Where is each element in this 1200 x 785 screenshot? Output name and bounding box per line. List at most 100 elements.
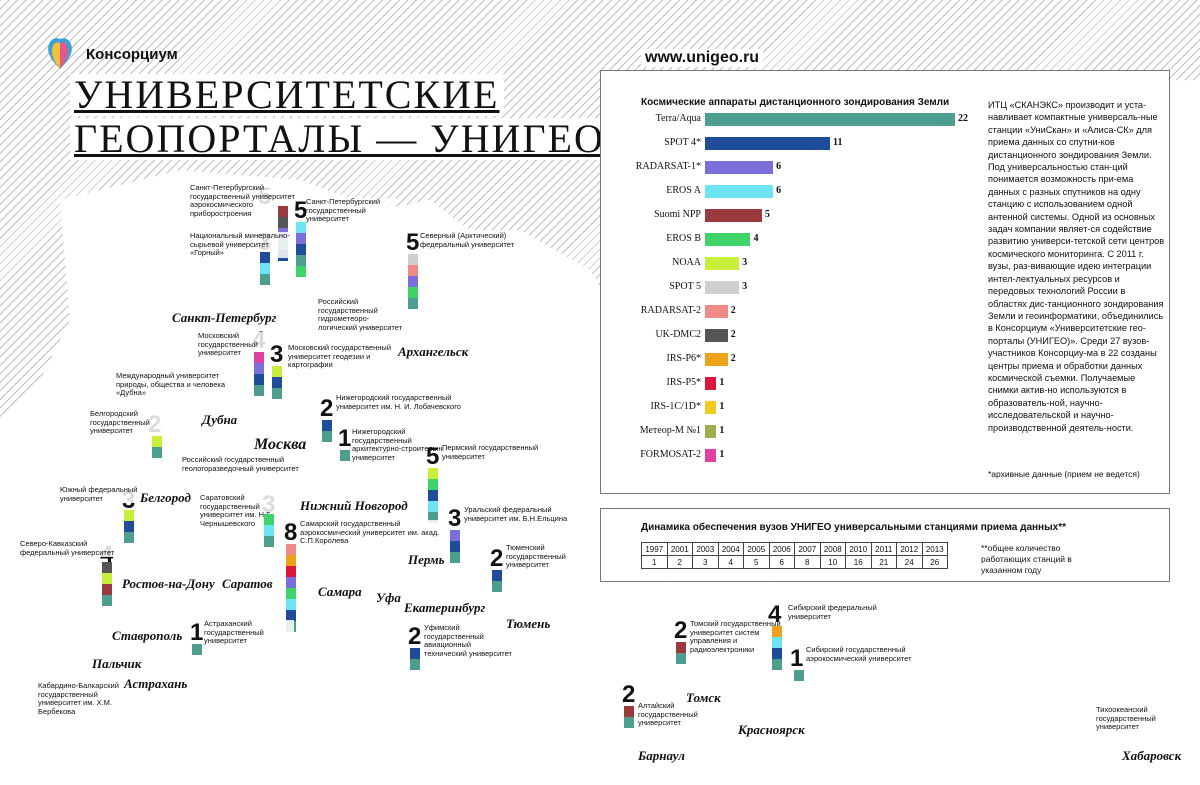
bar	[705, 209, 762, 222]
satellite-stack	[296, 222, 306, 277]
station-count: 1	[790, 645, 804, 672]
bar-label: EROS A	[666, 185, 701, 196]
satellite-swatch	[296, 222, 306, 233]
chart-title: Космические аппараты дистанционного зонд…	[641, 97, 950, 108]
dynamics-note: **общее количество работающих станций в …	[981, 543, 1072, 575]
satellite-swatch	[296, 266, 306, 277]
satellite-stack	[322, 420, 332, 442]
satellite-swatch	[408, 276, 418, 287]
city-label: Ростов-на-Дону	[122, 576, 215, 592]
satellite-swatch	[286, 566, 296, 577]
dynamics-table: 1997 2001 2003 2004 2005 2006 2007 2008 2010 2011…	[641, 542, 948, 569]
bar-value-label: 2	[730, 329, 736, 340]
university-label: Белгородский государственный университет	[90, 409, 180, 436]
satellite-swatch	[286, 588, 296, 599]
satellite-stack	[676, 642, 686, 664]
station-count: 2	[320, 395, 334, 422]
year-cell: 2013	[921, 542, 948, 556]
satellite-swatch	[102, 595, 112, 606]
satellite-swatch	[254, 352, 264, 363]
station-count: 1	[338, 425, 352, 452]
university-label: Алтайский государственный университет	[638, 701, 728, 728]
satellite-stack	[450, 530, 460, 563]
consortium-logo-icon	[48, 38, 72, 69]
satellite-stack	[794, 670, 804, 681]
bar-label: SPOT 4*	[664, 137, 701, 148]
university-label: Самарский государственный аэрокосмически…	[300, 519, 440, 546]
satellite-swatch	[272, 366, 282, 377]
bar-value-label: 2	[730, 353, 736, 364]
station-count: 5	[294, 197, 308, 224]
bar	[705, 161, 774, 174]
satellite-swatch	[322, 420, 332, 431]
university-label: Нижегородский государственный архитектур…	[352, 427, 452, 462]
year-cell: 2012	[896, 542, 923, 556]
satellite-stack	[124, 510, 134, 543]
city-label: Санкт-Петербург	[172, 310, 277, 326]
bar	[705, 233, 751, 246]
dynamics-panel: Динамика обеспечения вузов УНИГЕО универ…	[600, 508, 1170, 582]
bar-value-label: 1	[719, 377, 725, 388]
city-label: Екатеринбург	[404, 600, 486, 616]
satellite-swatch	[340, 450, 350, 461]
city-label: Пальчик	[92, 656, 142, 672]
bar-label: NOAA	[672, 257, 701, 268]
white-sea	[420, 245, 470, 300]
bar-label: Suomi NPP	[654, 209, 701, 220]
dynamics-years-row: 1997 2001 2003 2004 2005 2006 2007 2008 2010 2011…	[641, 542, 948, 556]
university-label: Уфимский государственный авиационный тех…	[424, 623, 514, 658]
satellite-swatch	[286, 610, 296, 621]
satellite-swatch	[772, 648, 782, 659]
satellite-swatch	[408, 254, 418, 265]
bar	[705, 377, 717, 390]
satellite-swatch	[192, 644, 202, 655]
bar-value-label: 3	[742, 281, 748, 292]
satellite-swatch	[624, 706, 634, 717]
count-cell: 21	[870, 555, 897, 569]
satellite-swatch	[272, 388, 282, 399]
bar-value-label: 5	[764, 209, 770, 220]
bar-value-label: 4	[753, 233, 759, 244]
university-label: Российский государственный гидрометеоро-…	[318, 297, 408, 332]
count-cell: 26	[921, 555, 948, 569]
bar	[705, 257, 740, 270]
bar-label: IRS-P6*	[666, 353, 701, 364]
university-label: Нижегородский государственный университе…	[336, 393, 496, 411]
satellite-swatch	[152, 436, 162, 447]
satellite-swatch	[278, 206, 288, 217]
year-cell: 2004	[717, 542, 744, 556]
city-label: Нижний Новгород	[300, 498, 408, 514]
count-cell: 24	[896, 555, 923, 569]
bar	[705, 401, 717, 414]
archive-note: *архивные данные (прием не ведется)	[988, 469, 1140, 479]
satellite-swatch	[102, 562, 112, 573]
year-cell: 1997	[641, 542, 668, 556]
university-label: Северо-Кавказский федеральный университе…	[20, 539, 115, 557]
count-cell: 10	[819, 555, 846, 569]
bar-label: IRS-1C/1D*	[650, 401, 701, 412]
satellite-swatch	[322, 431, 332, 442]
satellite-swatch	[408, 287, 418, 298]
bar-label: UK-DMC2	[655, 329, 701, 340]
university-label: Кабардино-Балкарский государственный уни…	[38, 681, 138, 716]
page-title-line1: УНИВЕРСИТЕТСКИЕ	[70, 74, 504, 116]
site-link[interactable]: www.unigeo.ru	[641, 49, 764, 67]
station-count: 2	[674, 617, 688, 644]
satellite-swatch	[272, 377, 282, 388]
bar	[705, 449, 717, 462]
satellite-swatch	[410, 659, 420, 670]
bar-value-label: 22	[958, 113, 968, 124]
satellite-swatch	[254, 374, 264, 385]
bar-value-label: 6	[776, 161, 782, 172]
year-cell: 2005	[743, 542, 770, 556]
station-count: 2	[622, 681, 636, 708]
university-label: Санкт-Петербургский государственный унив…	[190, 183, 310, 218]
university-label: Уральский федеральный университет им. Б.…	[464, 505, 574, 523]
year-cell: 2001	[666, 542, 693, 556]
city-label: Дубна	[202, 412, 238, 428]
university-label: Пермский государственный университет	[442, 443, 552, 461]
satellite-swatch	[286, 555, 296, 566]
station-count: 5	[426, 443, 440, 470]
bar-label: SPOT 5	[669, 281, 701, 292]
satellite-swatch	[408, 298, 418, 309]
